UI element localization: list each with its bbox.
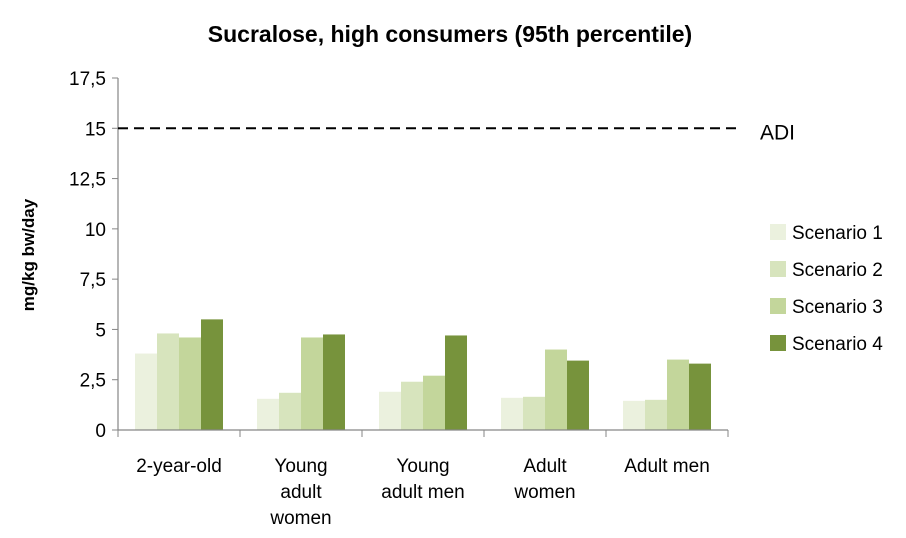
- y-tick-label: 12,5: [69, 170, 106, 191]
- bar: [567, 360, 589, 430]
- x-category-label: 2-year-old: [136, 456, 222, 477]
- y-tick-label: 15: [85, 119, 106, 140]
- adi-reference-label: ADI: [760, 121, 795, 144]
- adi-reference: ADI: [118, 121, 795, 144]
- y-axis: 0 2,5 5 7,5 10 12,5 15 17,5: [69, 69, 118, 442]
- legend: Scenario 1 Scenario 2 Scenario 3 Scenario 4: [770, 223, 883, 355]
- bar: [667, 359, 689, 430]
- bar: [523, 396, 545, 430]
- legend-label: Scenario 1: [792, 223, 883, 244]
- bar: [257, 398, 279, 430]
- bar: [201, 319, 223, 430]
- bar: [645, 399, 667, 430]
- x-category-label-line: women: [513, 482, 575, 503]
- x-category-label: Young adult men: [381, 456, 464, 503]
- bar: [423, 375, 445, 430]
- plot-area: [135, 319, 711, 430]
- bar: [401, 381, 423, 430]
- x-category-label-line: Adult men: [624, 456, 710, 477]
- y-tick-label: 2,5: [80, 371, 106, 392]
- bar: [157, 333, 179, 430]
- x-category-label-line: adult men: [381, 482, 464, 503]
- axes: [117, 78, 729, 437]
- chart-title: Sucralose, high consumers (95th percenti…: [208, 21, 692, 47]
- y-tick-label: 5: [95, 320, 106, 341]
- x-category-label-line: women: [269, 508, 331, 529]
- bar: [279, 392, 301, 430]
- bar: [689, 363, 711, 430]
- x-axis: 2-year-old Young adult women Young adult men A…: [136, 456, 710, 529]
- x-category-label-line: Young: [396, 456, 449, 477]
- x-category-label: Young adult women: [269, 456, 331, 529]
- x-category-label-line: Adult: [523, 456, 567, 477]
- legend-swatch: [770, 298, 786, 314]
- legend-label: Scenario 2: [792, 260, 883, 281]
- x-category-label-line: Young: [274, 456, 327, 477]
- x-category-label-line: 2-year-old: [136, 456, 222, 477]
- x-category-label: Adult women: [513, 456, 575, 503]
- legend-swatch: [770, 224, 786, 240]
- legend-swatch: [770, 261, 786, 277]
- bar: [623, 400, 645, 430]
- bar: [179, 337, 201, 430]
- bar: [323, 334, 345, 430]
- legend-swatch: [770, 335, 786, 351]
- x-category-label-line: adult: [280, 482, 322, 503]
- x-category-label: Adult men: [624, 456, 710, 477]
- y-axis-label: mg/kg bw/day: [19, 198, 38, 311]
- y-tick-label: 17,5: [69, 69, 106, 90]
- bar: [501, 397, 523, 430]
- y-tick-label: 10: [85, 220, 106, 241]
- bar: [545, 349, 567, 430]
- legend-label: Scenario 3: [792, 297, 883, 318]
- bar: [135, 353, 157, 430]
- legend-label: Scenario 4: [792, 334, 883, 355]
- y-tick-label: 7,5: [80, 270, 106, 291]
- bar: [445, 335, 467, 430]
- bar: [301, 337, 323, 430]
- y-tick-label: 0: [95, 421, 106, 442]
- bar: [379, 391, 401, 430]
